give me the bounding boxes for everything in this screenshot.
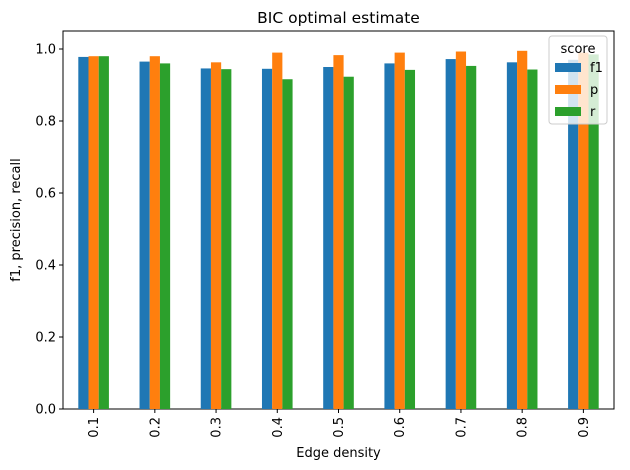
chart-title: BIC optimal estimate <box>257 9 420 27</box>
bar-p-0.3 <box>210 62 222 409</box>
bar-p-0.6 <box>394 52 405 409</box>
x-axis: 0.1 0.2 0.3 0.4 0.5 0.6 0.7 0.8 0.9 <box>87 409 592 438</box>
legend-box <box>548 35 608 125</box>
y-tick-label: 0.0 <box>35 403 56 418</box>
y-tick-label: 1.0 <box>35 43 56 58</box>
bar-p-0.9 <box>578 52 589 409</box>
bar-r-0.1 <box>98 56 109 409</box>
bar-p-0.4 <box>272 52 283 409</box>
bar-r-0.7 <box>466 65 477 410</box>
legend-label-f1: f1 <box>590 61 603 76</box>
legend-label-p: p <box>590 83 598 98</box>
bar-p-0.5 <box>333 55 344 410</box>
legend-label-r: r <box>590 105 596 120</box>
x-tick-label: 0.5 <box>332 417 347 438</box>
bar-f1-0.1 <box>78 56 89 410</box>
bar-r-0.6 <box>404 69 416 409</box>
y-axis: 0.0 0.2 0.4 0.6 0.8 1.0 <box>35 43 63 418</box>
y-axis-title: f1, precision, recall <box>9 158 24 281</box>
bar-r-0.2 <box>159 63 171 410</box>
y-tick-label: 0.2 <box>35 331 56 346</box>
legend-swatch-p <box>555 85 581 94</box>
legend: score f1 pr <box>548 35 608 125</box>
bar-r-0.4 <box>282 79 293 410</box>
x-tick-label: 0.8 <box>516 417 531 438</box>
bar-f1-0.8 <box>506 62 518 409</box>
bars-group <box>78 50 599 410</box>
x-tick-label: 0.4 <box>271 417 286 438</box>
bar-p-0.2 <box>149 56 160 409</box>
bar-p-0.1 <box>88 56 99 409</box>
bar-r-0.9 <box>588 54 599 410</box>
bar-r-0.5 <box>343 76 354 409</box>
legend-title: score <box>561 42 596 57</box>
x-tick-label: 0.7 <box>454 417 469 438</box>
bar-f1-0.5 <box>323 67 334 409</box>
bar-p-0.7 <box>455 51 467 410</box>
y-tick-label: 0.6 <box>35 187 56 202</box>
bar-f1-0.3 <box>200 68 211 409</box>
x-tick-label: 0.1 <box>87 417 102 438</box>
bar-f1-0.7 <box>445 59 456 409</box>
bar-p-0.8 <box>517 50 528 410</box>
bar-f1-0.6 <box>384 63 395 410</box>
y-tick-label: 0.8 <box>35 115 56 130</box>
x-tick-label: 0.2 <box>148 417 163 438</box>
bar-f1-0.4 <box>261 68 273 410</box>
bar-r-0.8 <box>527 69 538 410</box>
bar-f1-0.9 <box>568 59 579 410</box>
legend-swatch-f1 <box>555 63 581 72</box>
x-tick-label: 0.6 <box>393 417 408 438</box>
x-tick-label: 0.9 <box>577 417 592 438</box>
y-tick-label: 0.4 <box>35 259 56 274</box>
bar-f1-0.2 <box>139 61 150 409</box>
x-axis-title: Edge density <box>296 446 381 461</box>
bar-r-0.3 <box>221 69 232 409</box>
legend-swatch-r <box>555 107 581 116</box>
x-tick-label: 0.3 <box>210 417 225 438</box>
